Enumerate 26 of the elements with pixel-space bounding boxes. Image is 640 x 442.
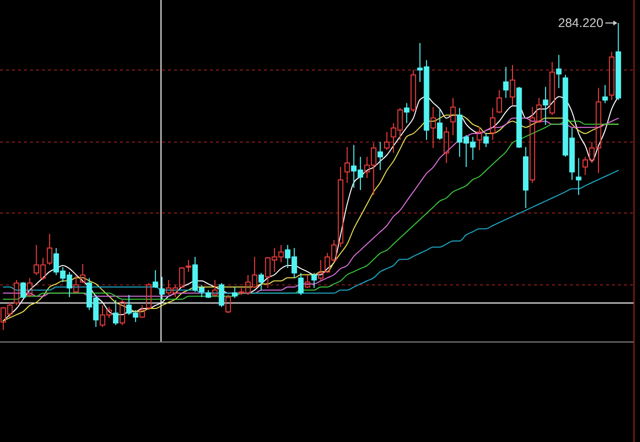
candlestick xyxy=(311,272,317,288)
candlestick xyxy=(483,132,489,148)
candlestick xyxy=(542,86,548,126)
candlestick xyxy=(159,276,165,300)
candlestick xyxy=(152,270,158,288)
candlestick xyxy=(218,282,224,308)
candlestick xyxy=(556,54,562,89)
candlestick xyxy=(404,102,410,124)
candlestick xyxy=(258,272,264,291)
candlestick xyxy=(430,106,436,148)
candlestick xyxy=(437,109,443,140)
candlestick xyxy=(298,272,304,296)
candlestick xyxy=(232,286,238,299)
candlestick xyxy=(112,299,118,326)
candlestick xyxy=(576,158,582,196)
candlestick xyxy=(602,84,608,104)
candlestick xyxy=(476,126,482,151)
candlestick xyxy=(510,64,516,106)
candlestick xyxy=(450,97,456,136)
candlestick xyxy=(444,126,450,164)
candlestick xyxy=(20,282,26,299)
candlestick xyxy=(503,66,509,98)
candlestick xyxy=(490,108,496,140)
candlestick xyxy=(378,142,383,171)
annotation: 284.220 xyxy=(558,16,604,30)
candlestick xyxy=(344,146,350,184)
